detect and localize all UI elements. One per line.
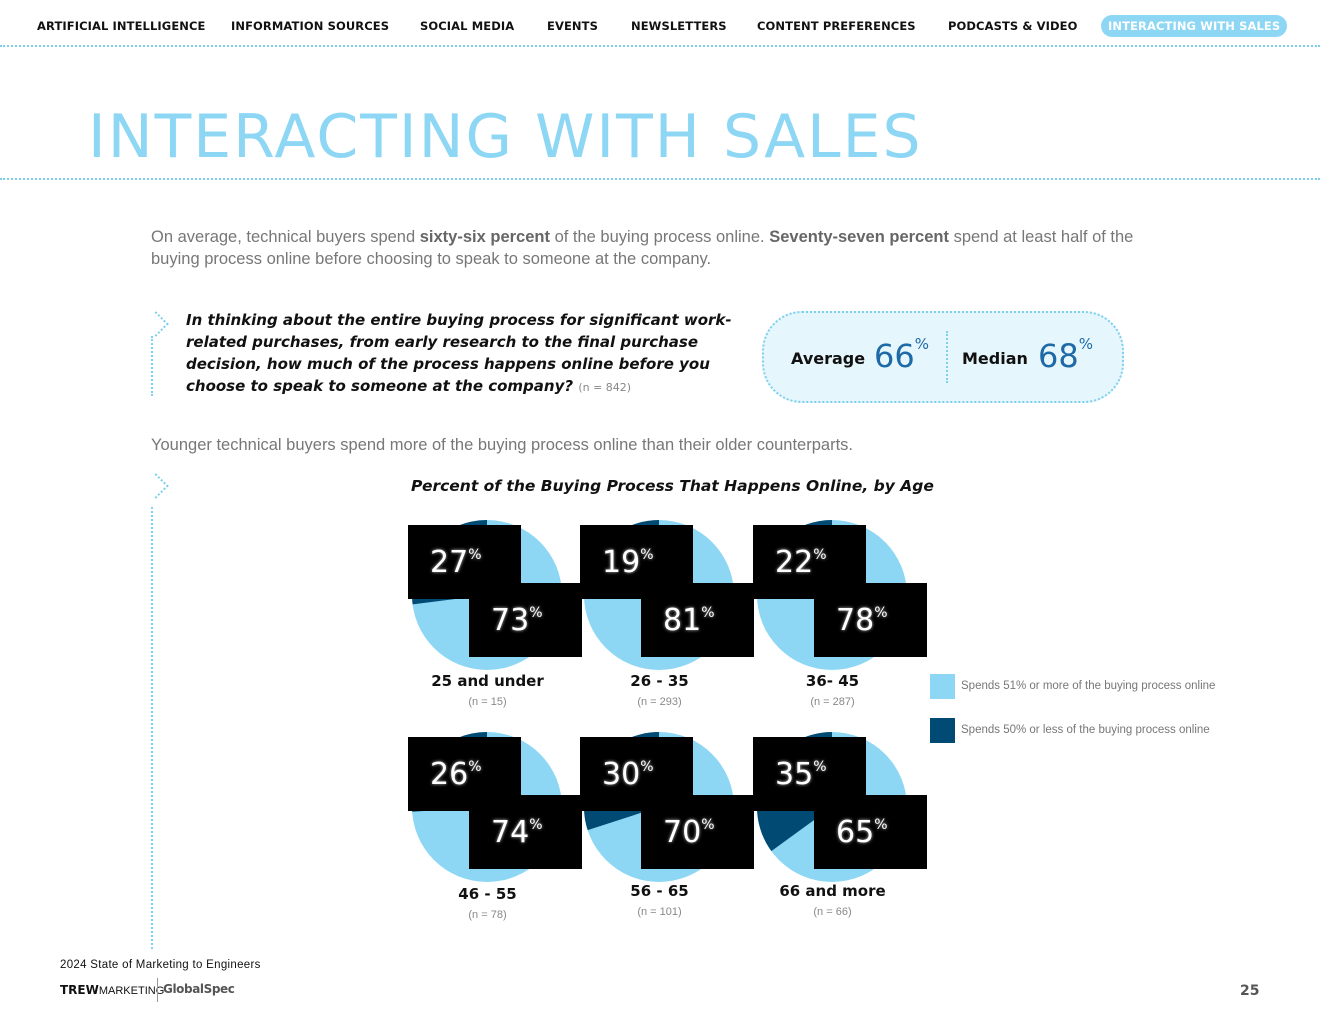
pie-age-label: 26 - 35: [630, 672, 689, 690]
data-label: 74%: [491, 815, 543, 850]
average-label: Average: [791, 349, 866, 368]
pie-age-label: 46 - 55: [458, 885, 517, 903]
question-bracket: [151, 336, 153, 396]
pie-age-label: 25 and under: [431, 672, 544, 690]
legend-label: Spends 51% or more of the buying process…: [961, 680, 1216, 692]
nav-item-newsletters[interactable]: NEWSLETTERS: [631, 19, 727, 33]
data-label: 70%: [663, 815, 715, 850]
legend-swatch-dark: [930, 718, 955, 743]
nav-item-podcasts-video[interactable]: PODCASTS & VIDEO: [948, 19, 1078, 33]
data-label: 78%: [836, 603, 888, 638]
nav-item-interacting-with-sales[interactable]: INTERACTING WITH SALES: [1101, 15, 1288, 37]
data-label-majority: 78%: [814, 583, 927, 657]
nav-item-events[interactable]: EVENTS: [547, 19, 598, 33]
chart-bracket: [151, 507, 153, 949]
stat-divider: [946, 331, 948, 383]
globalspec-logo: GlobalSpec: [163, 982, 235, 996]
median-label: Median: [962, 349, 1028, 368]
pie-sample-size: (n = 66): [813, 906, 852, 918]
pie-sample-size: (n = 101): [637, 906, 682, 918]
data-label-majority: 73%: [469, 583, 582, 657]
data-label-majority: 65%: [814, 795, 927, 869]
data-label: 22%: [775, 545, 827, 580]
chart-title: Percent of the Buying Process That Happe…: [411, 477, 934, 495]
age-insight-text: Younger technical buyers spend more of t…: [151, 436, 853, 454]
data-label-majority: 81%: [641, 583, 754, 657]
pie-age-label: 56 - 65: [630, 882, 689, 900]
legend-swatch-light: [930, 674, 955, 699]
data-label-minority: 22%: [753, 525, 866, 599]
pie-sample-size: (n = 78): [468, 909, 507, 921]
data-label: 81%: [663, 603, 715, 638]
average-value: 66%: [874, 335, 929, 375]
pie-sample-size: (n = 287): [810, 696, 855, 708]
data-label: 30%: [602, 757, 654, 792]
nav-divider: [0, 45, 1320, 47]
average-median-box: Average 66% Median 68%: [762, 311, 1124, 403]
data-label: 35%: [775, 757, 827, 792]
nav-item-content-preferences[interactable]: CONTENT PREFERENCES: [757, 19, 916, 33]
data-label-minority: 26%: [408, 737, 521, 811]
chevron-right-icon: [143, 473, 169, 499]
data-label: 65%: [836, 815, 888, 850]
logo-divider: [157, 978, 158, 1002]
top-nav: ARTIFICIAL INTELLIGENCE INFORMATION SOUR…: [0, 0, 1320, 46]
survey-question: In thinking about the entire buying proc…: [186, 311, 732, 395]
data-label: 73%: [491, 603, 543, 638]
nav-item-information-sources[interactable]: INFORMATION SOURCES: [231, 19, 390, 33]
data-label: 19%: [602, 545, 654, 580]
pie-age-label: 66 and more: [779, 882, 886, 900]
nav-item-social-media[interactable]: SOCIAL MEDIA: [420, 19, 515, 33]
legend-label: Spends 50% or less of the buying process…: [961, 724, 1210, 736]
nav-item-artificial-intelligence[interactable]: ARTIFICIAL INTELLIGENCE: [37, 19, 206, 33]
pie-age-label: 36- 45: [805, 672, 860, 690]
intro-paragraph: On average, technical buyers spend sixty…: [151, 228, 1134, 268]
data-label: 26%: [430, 757, 482, 792]
report-title: 2024 State of Marketing to Engineers: [60, 959, 261, 971]
page-title: INTERACTING WITH SALES: [88, 102, 923, 172]
median-value: 68%: [1038, 335, 1093, 375]
pie-sample-size: (n = 293): [637, 696, 682, 708]
data-label: 27%: [430, 545, 482, 580]
chevron-right-icon: [143, 311, 169, 337]
data-label-majority: 70%: [641, 795, 754, 869]
data-label-majority: 74%: [469, 795, 582, 869]
trew-marketing-logo: TREWMARKETING: [60, 983, 165, 997]
page-number: 25: [1240, 983, 1260, 999]
pie-sample-size: (n = 15): [468, 696, 507, 708]
title-divider: [0, 178, 1320, 180]
